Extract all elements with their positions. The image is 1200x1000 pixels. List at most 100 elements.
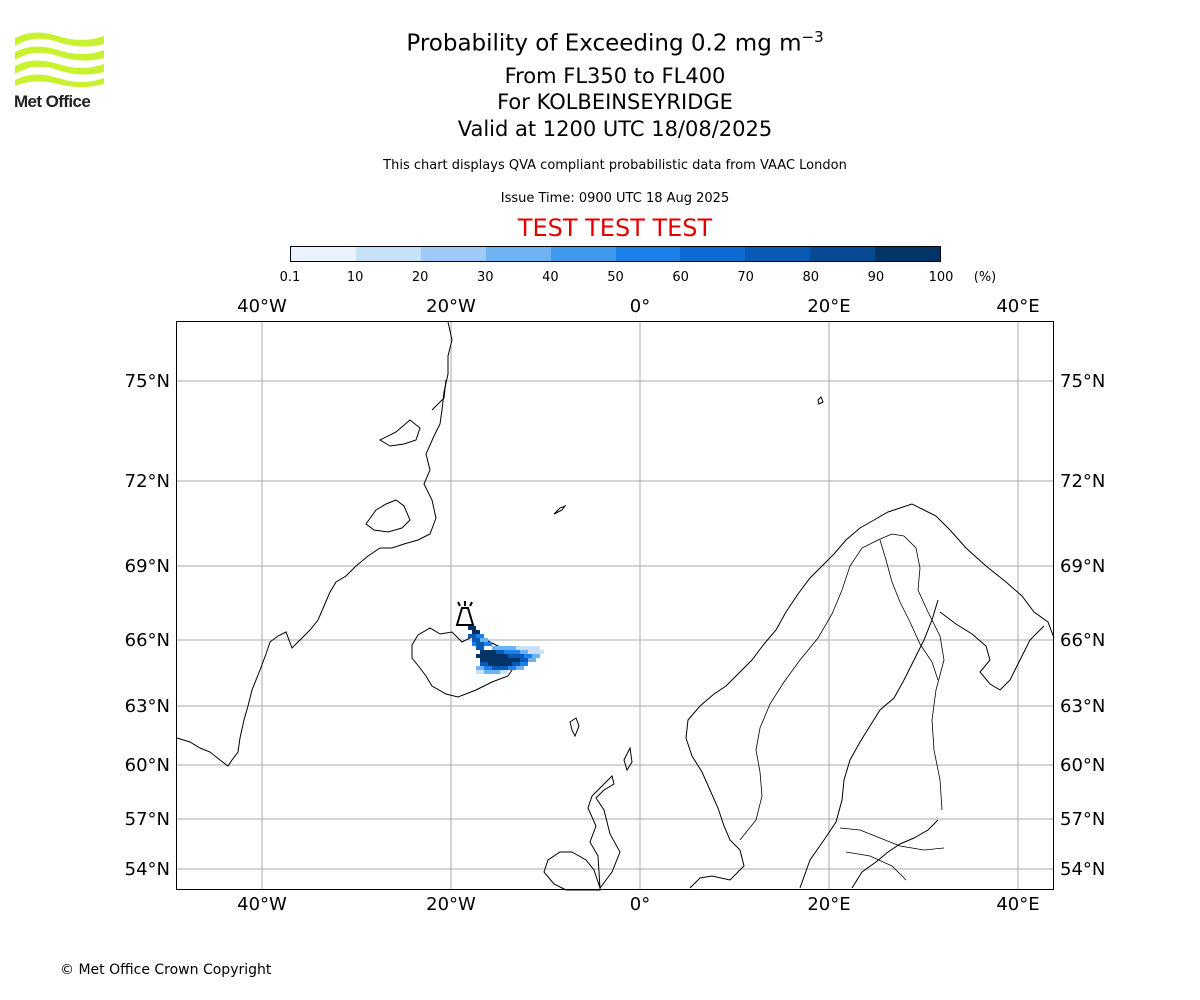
plume-cell — [520, 650, 528, 654]
plume-cell — [480, 662, 488, 666]
plume-cell — [496, 658, 504, 662]
plume-cell — [480, 650, 488, 654]
plume-cell — [520, 662, 528, 666]
volcano-triangle-icon — [455, 601, 475, 626]
latitude-label: 54°N — [125, 859, 170, 880]
latitude-label: 57°N — [125, 809, 170, 830]
colorbar-tick-label: 80 — [802, 270, 820, 285]
plume-cell — [524, 654, 532, 658]
plume-cell — [476, 642, 484, 646]
plume-cell — [504, 662, 512, 666]
location-name: For KOLBEINSEYRIDGE — [497, 90, 733, 114]
plume-cell — [492, 670, 500, 674]
colorbar-tick-label: 0.1 — [279, 270, 301, 285]
plume-cell — [468, 634, 476, 638]
plume-cell — [472, 630, 480, 634]
longitude-label: 0° — [630, 296, 650, 317]
colorbar-segment-1 — [355, 247, 421, 261]
latitude-label: 69°N — [125, 556, 170, 577]
greenland-fjords — [365, 379, 447, 533]
plume-cell — [528, 658, 536, 662]
colorbar-tick-label: 40 — [542, 270, 559, 285]
plume-cell — [516, 646, 524, 650]
latitude-label: 72°N — [1060, 471, 1105, 492]
plume-cell — [496, 650, 504, 654]
latitude-label: 60°N — [125, 755, 170, 776]
latitude-labels-left: 75°N 72°N 69°N 66°N 63°N 60°N 57°N 54°N — [125, 371, 170, 880]
sweden-finland-border — [879, 539, 939, 681]
baltic-borders — [839, 827, 945, 881]
colorbar-segment-5 — [615, 247, 681, 261]
plume-cell — [484, 642, 492, 646]
plume-cell — [500, 666, 508, 670]
longitude-label: 40°E — [996, 296, 1039, 317]
colorbar-segment-9 — [875, 247, 941, 261]
colorbar-tick-label: 50 — [607, 270, 624, 285]
plume-cell — [500, 654, 508, 658]
colorbar-tick-label: 60 — [672, 270, 689, 285]
longitude-label: 0° — [630, 894, 650, 915]
probability-colorbar — [290, 246, 941, 262]
colorbar-segment-6 — [680, 247, 746, 261]
plume-cell — [488, 658, 496, 662]
colorbar-tick-label: 70 — [737, 270, 754, 285]
latitude-label: 66°N — [1060, 630, 1105, 651]
plume-cell — [492, 654, 500, 658]
longitude-labels-bottom: 40°W 20°W 0° 20°E 40°E — [237, 894, 1039, 915]
plume-cell — [508, 646, 516, 650]
plume-cell — [468, 626, 476, 630]
scandinavia-coast — [685, 503, 1055, 889]
coastlines — [176, 321, 1055, 891]
great-britain — [543, 775, 621, 891]
latitude-label: 54°N — [1060, 859, 1105, 880]
plume-cell — [500, 646, 508, 650]
latitude-label: 66°N — [125, 630, 170, 651]
plume-cell — [476, 634, 484, 638]
svalbard-islet — [817, 396, 824, 405]
plume-cell — [484, 670, 492, 674]
longitude-label: 20°W — [426, 894, 476, 915]
chart-title: Probability of Exceeding 0.2 mg m−3 — [406, 28, 824, 57]
longitude-label: 40°W — [237, 894, 287, 915]
plume-cell — [484, 654, 492, 658]
ash-probability-plume — [468, 626, 544, 674]
plume-cell — [516, 666, 524, 670]
plume-cell — [476, 666, 484, 670]
jan-mayen — [553, 504, 567, 515]
plume-cell — [488, 662, 496, 666]
latitude-label: 69°N — [1060, 556, 1105, 577]
colorbar-segment-7 — [745, 247, 811, 261]
graticule — [177, 322, 1053, 889]
plume-cell — [508, 654, 516, 658]
copyright-notice: © Met Office Crown Copyright — [60, 962, 272, 978]
colorbar-segment-3 — [485, 247, 551, 261]
plume-cell — [480, 638, 488, 642]
colorbar-tick-label: 90 — [867, 270, 885, 285]
compliance-note: This chart displays QVA compliant probab… — [383, 158, 847, 173]
finland-russia-border — [903, 535, 945, 811]
latitude-label: 75°N — [1060, 371, 1105, 392]
kola-white-sea — [939, 611, 1045, 691]
colorbar-segment-2 — [420, 247, 486, 261]
plume-cell — [472, 638, 480, 642]
met-office-logo — [15, 32, 104, 87]
greenland-coast — [176, 321, 453, 767]
latitude-labels-right: 75°N 72°N 69°N 66°N 63°N 60°N 57°N 54°N — [1060, 371, 1105, 880]
longitude-label: 20°W — [426, 296, 476, 317]
test-banner: TEST TEST TEST — [517, 214, 713, 242]
plume-cell — [512, 658, 520, 662]
plume-cell — [492, 646, 500, 650]
plume-cell — [520, 658, 528, 662]
latitude-label: 60°N — [1060, 755, 1105, 776]
latitude-label: 63°N — [1060, 696, 1105, 717]
latitude-label: 72°N — [125, 471, 170, 492]
plume-cell — [512, 650, 520, 654]
colorbar-tick-label: 30 — [477, 270, 494, 285]
longitude-label: 40°W — [237, 296, 287, 317]
plume-cell — [528, 650, 536, 654]
plume-cell — [480, 658, 488, 662]
logo-text: Met Office — [14, 92, 91, 111]
shetland — [623, 746, 633, 772]
plume-cell — [516, 654, 524, 658]
plume-cell — [484, 666, 492, 670]
